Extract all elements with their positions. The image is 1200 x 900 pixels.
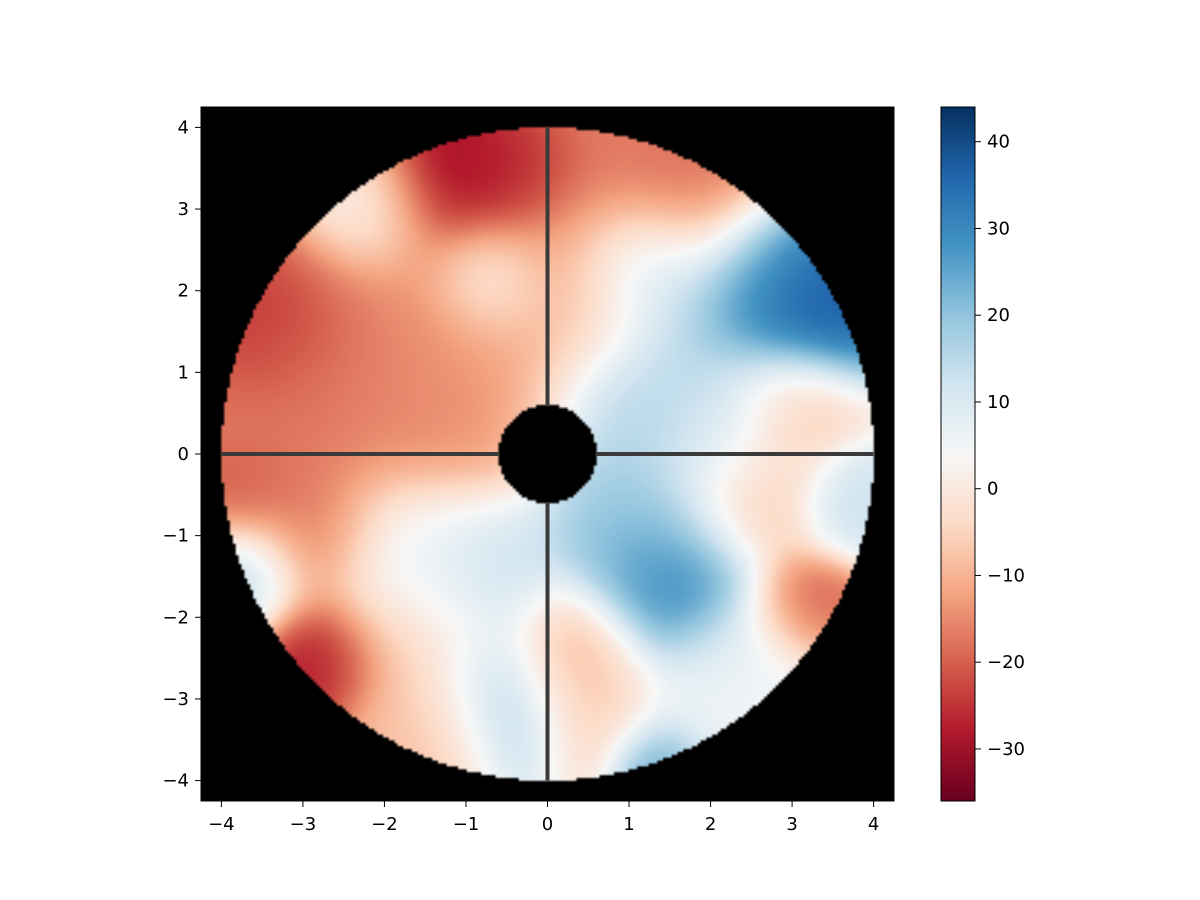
plot-area [200, 106, 895, 802]
colorbar-tick-label: −10 [987, 565, 1025, 586]
x-tick-label: −2 [371, 814, 398, 835]
colorbar-tick-label: −20 [987, 652, 1025, 673]
x-tick-label: 1 [623, 814, 634, 835]
x-axis: −4 −3 −2 −1 0 1 2 3 4 [208, 801, 879, 835]
x-tick-label: −1 [453, 814, 480, 835]
colorbar-ticks: −30 −20 −10 0 10 20 30 40 [975, 132, 1025, 760]
y-tick-label: −4 [162, 771, 189, 792]
x-tick-label: 2 [705, 814, 716, 835]
colorbar-tick-label: 40 [987, 132, 1010, 153]
colorbar-tick-label: 20 [987, 305, 1010, 326]
colorbar-gradient [940, 106, 976, 802]
colorbar-tick-label: 0 [987, 479, 998, 500]
colorbar-tick-label: 10 [987, 392, 1010, 413]
y-tick-label: −2 [162, 607, 189, 628]
y-tick-label: 1 [178, 362, 189, 383]
y-tick-label: 0 [178, 444, 189, 465]
x-tick-label: −4 [208, 814, 235, 835]
y-axis: −4 −3 −2 −1 0 1 2 3 4 [162, 117, 201, 792]
spider-vanes [221, 127, 874, 781]
y-tick-label: −1 [162, 526, 189, 547]
x-tick-label: 3 [786, 814, 797, 835]
x-tick-label: 0 [542, 814, 553, 835]
x-tick-label: 4 [868, 814, 879, 835]
colorbar: −30 −20 −10 0 10 20 30 40 [940, 106, 1025, 802]
y-tick-label: 4 [178, 117, 189, 138]
y-tick-label: 3 [178, 199, 189, 220]
y-tick-label: −3 [162, 689, 189, 710]
x-tick-label: −3 [290, 814, 317, 835]
y-tick-label: 2 [178, 281, 189, 302]
colorbar-tick-label: −30 [987, 739, 1025, 760]
colorbar-tick-label: 30 [987, 218, 1010, 239]
